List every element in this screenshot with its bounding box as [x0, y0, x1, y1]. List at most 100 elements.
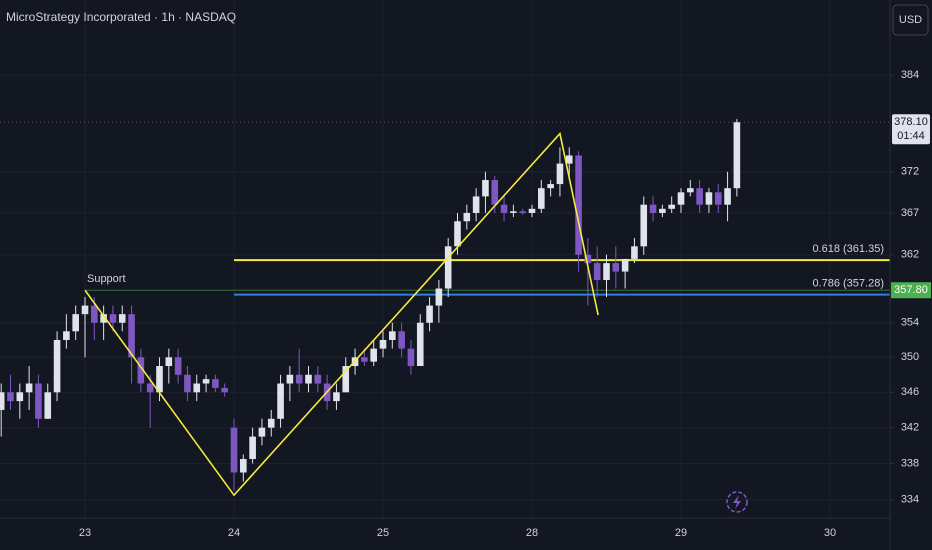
candle-body [118, 314, 126, 323]
candle-body [91, 305, 98, 323]
candle-body [584, 254, 592, 264]
currency-box[interactable] [892, 4, 929, 36]
candle-body [63, 331, 70, 340]
candle-body [687, 188, 694, 193]
candle-body [295, 374, 303, 384]
lightning-icon[interactable] [726, 491, 748, 513]
candle-body [174, 357, 182, 375]
chart-title: MicroStrategy Incorporated · 1h · NASDAQ [6, 10, 236, 24]
candle-body [705, 192, 713, 205]
candle-body [444, 246, 452, 289]
candle-body [631, 246, 638, 259]
x-tick-label: 25 [377, 527, 389, 539]
candle-body [370, 348, 377, 362]
candle-body [305, 374, 312, 384]
x-tick-label: 23 [79, 527, 91, 539]
candle-body [733, 122, 741, 189]
overlay [0, 121, 890, 497]
x-tick-label: 30 [824, 527, 836, 539]
candle-body [277, 383, 284, 419]
candle-body [528, 208, 536, 213]
candle-body [25, 383, 33, 393]
candle-body [333, 392, 340, 402]
candle-body [668, 204, 675, 209]
candle-body [593, 263, 601, 281]
candle-body [714, 192, 722, 205]
candle-body [398, 331, 405, 349]
candle-body [100, 314, 107, 323]
candle-body [81, 305, 89, 315]
candle-body [556, 163, 564, 185]
candle-body [649, 204, 657, 213]
candle-body [361, 357, 368, 362]
candle-body [16, 392, 24, 402]
y-tick-label: 372 [901, 166, 919, 178]
candle-body [575, 155, 582, 255]
candle-body [146, 383, 154, 393]
candle-body [659, 208, 666, 213]
y-tick-label: 334 [901, 494, 919, 506]
y-tick-label: 354 [901, 317, 919, 329]
price-badge [892, 114, 930, 145]
candle-body [137, 357, 145, 384]
y-tick-label: 367 [901, 207, 919, 219]
candle-body [0, 392, 5, 410]
candle-body [416, 322, 424, 367]
support-badge [891, 282, 931, 299]
candle-body [379, 339, 387, 349]
y-tick-label: 384 [901, 69, 919, 81]
y-tick-label: 362 [901, 249, 919, 261]
support-badge-value: 357.80 [894, 284, 928, 296]
candle-body [538, 188, 545, 209]
candle-body [286, 374, 294, 384]
y-tick-label: 338 [901, 457, 919, 469]
y-tick-label: 350 [901, 351, 919, 363]
candle-body [696, 188, 703, 205]
fib-label: 0.618 (361.35) [812, 243, 884, 255]
candle-body [491, 179, 499, 205]
candle-body [193, 383, 201, 393]
candle-body [35, 383, 42, 419]
candle-body [640, 204, 648, 247]
candle-body [435, 288, 443, 306]
candle-body [314, 374, 322, 384]
candle-body [389, 331, 396, 340]
candle-body [724, 188, 731, 205]
x-tick-label: 28 [526, 527, 538, 539]
candle-body [7, 392, 14, 402]
candle-body [463, 212, 471, 222]
candle-body [109, 314, 117, 323]
candle-body [156, 366, 163, 393]
candle-body [565, 155, 573, 164]
candle-body [221, 387, 228, 393]
candle-body [342, 366, 350, 393]
candle-body [482, 179, 489, 197]
y-tick-label: 346 [901, 386, 919, 398]
x-tick-label: 29 [675, 527, 687, 539]
candle-body [267, 418, 275, 428]
candle-body [472, 196, 480, 213]
candle-body [72, 314, 79, 332]
candle-body [500, 204, 508, 213]
candle-body [184, 374, 191, 393]
candle-body [547, 184, 554, 189]
currency: USD [899, 14, 922, 26]
candle-body [53, 339, 61, 393]
zigzag [84, 131, 599, 497]
candle-body [230, 427, 238, 473]
candle-body [249, 436, 256, 459]
levels: Support 0.618 (361.35) 0.786 (357.28) [84, 243, 890, 296]
fib-label: 0.786 (357.28) [812, 278, 884, 290]
price-badge-countdown: 01:44 [897, 130, 925, 142]
candle-body [128, 314, 135, 358]
candles [0, 119, 741, 491]
candle-body [44, 392, 52, 419]
x-tick-label: 24 [228, 527, 240, 539]
candle-body [202, 379, 210, 384]
candle-body [519, 211, 526, 213]
candle-body [258, 427, 266, 437]
candle-body [426, 305, 433, 323]
candle-body [165, 357, 173, 367]
